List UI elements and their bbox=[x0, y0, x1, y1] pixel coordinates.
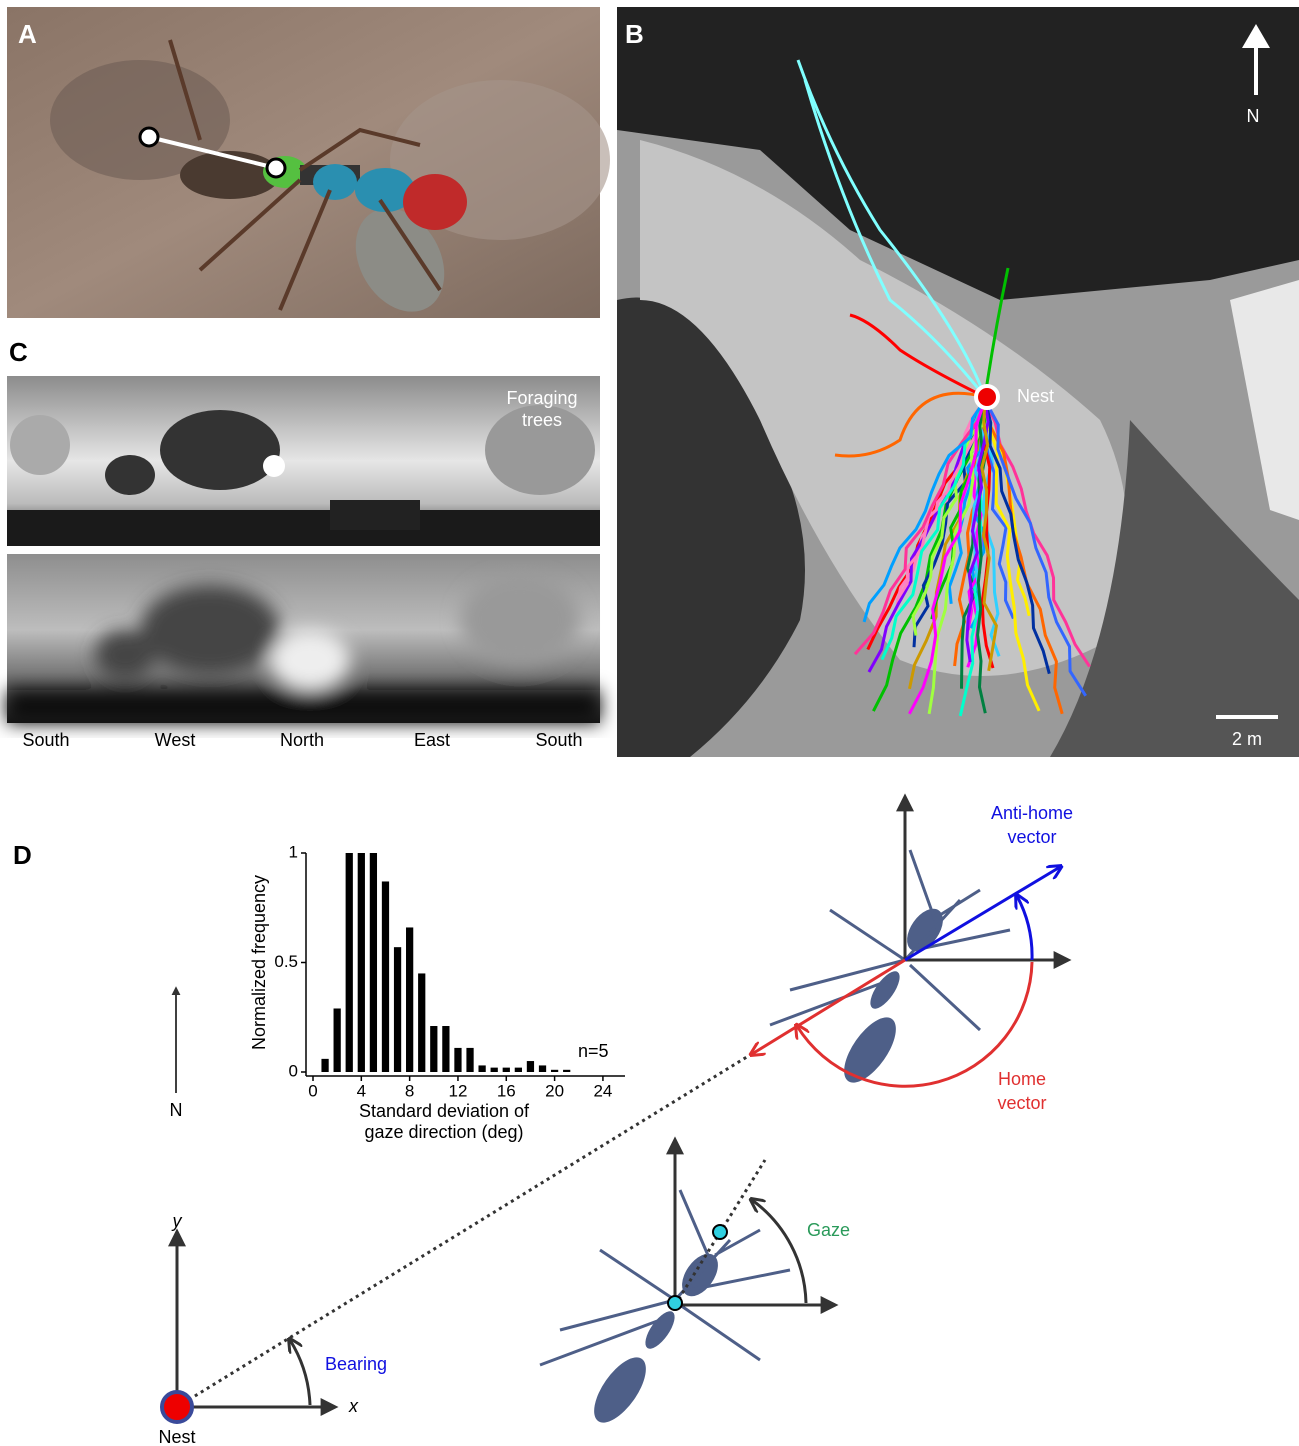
trajectory bbox=[983, 399, 1051, 675]
bar bbox=[538, 1065, 547, 1072]
x-axis-label: x bbox=[348, 1396, 359, 1416]
bar bbox=[550, 1069, 559, 1072]
bar bbox=[514, 1067, 522, 1072]
trajectory bbox=[927, 399, 987, 715]
direction-label: South bbox=[22, 730, 69, 750]
y-tick-label: 1 bbox=[289, 842, 298, 861]
x-tick-label: 12 bbox=[448, 1081, 467, 1100]
direction-label: North bbox=[280, 730, 324, 750]
gaze-label: Gaze bbox=[807, 1220, 850, 1240]
trajectory bbox=[980, 399, 998, 672]
annotation: n=5 bbox=[578, 1041, 609, 1061]
x-tick-label: 0 bbox=[308, 1081, 317, 1100]
bar bbox=[333, 1008, 341, 1072]
y-tick-label: 0 bbox=[289, 1061, 298, 1080]
x-axis-label: gaze direction (deg) bbox=[364, 1122, 523, 1142]
bar bbox=[381, 881, 390, 1072]
histogram: 0 0.5 1 0 4 8 12 16 20 24 Standard deviation ofgaz… bbox=[249, 842, 625, 1142]
annotation: trees bbox=[522, 410, 562, 430]
diagram bbox=[160, 793, 1072, 1424]
direction-label: West bbox=[155, 730, 196, 750]
x-tick-label: 20 bbox=[545, 1081, 564, 1100]
photo-ant bbox=[7, 7, 610, 318]
bar bbox=[442, 1026, 450, 1072]
trajectory bbox=[849, 313, 986, 399]
trajectory bbox=[965, 399, 990, 663]
bar bbox=[321, 1058, 329, 1072]
home-label: Home bbox=[998, 1069, 1046, 1089]
trajectory bbox=[853, 399, 987, 656]
panel-label: A bbox=[18, 19, 37, 49]
bar bbox=[502, 1067, 510, 1072]
bar bbox=[466, 1047, 474, 1072]
x-tick-label: 24 bbox=[593, 1081, 612, 1100]
bar bbox=[454, 1047, 462, 1072]
x-tick-label: 4 bbox=[357, 1081, 366, 1100]
north-label: N bbox=[1247, 106, 1260, 126]
panel-label: C bbox=[9, 337, 28, 367]
panorama bbox=[7, 376, 600, 546]
panel-label: B bbox=[625, 19, 644, 49]
nest-label: Nest bbox=[158, 1427, 195, 1446]
nest-label: Nest bbox=[1017, 386, 1054, 406]
anti-home-label: Anti-home bbox=[991, 803, 1073, 823]
bearing-label: Bearing bbox=[325, 1354, 387, 1374]
bar bbox=[369, 853, 378, 1072]
x-tick-label: 16 bbox=[497, 1081, 516, 1100]
x-tick-label: 8 bbox=[405, 1081, 414, 1100]
trajectory bbox=[983, 399, 1087, 697]
trajectory bbox=[796, 59, 987, 398]
bar bbox=[345, 853, 353, 1072]
trajectory bbox=[908, 399, 987, 715]
direction-label: South bbox=[535, 730, 582, 750]
direction-label: East bbox=[414, 730, 450, 750]
anti-home-label: vector bbox=[1007, 827, 1056, 847]
y-axis-label: Normalized frequency bbox=[249, 875, 269, 1050]
bar bbox=[478, 1065, 486, 1072]
trajectory bbox=[862, 399, 987, 623]
north-label: N bbox=[170, 1100, 183, 1120]
bar bbox=[406, 927, 414, 1072]
trajectory bbox=[803, 79, 987, 398]
trajectory bbox=[971, 399, 987, 612]
trajectory bbox=[983, 399, 1064, 715]
trajectory bbox=[895, 399, 987, 605]
trajectory bbox=[834, 391, 986, 458]
home-label: vector bbox=[997, 1093, 1046, 1113]
panel-label: D bbox=[13, 840, 32, 870]
bar bbox=[490, 1067, 498, 1072]
panorama-blurred bbox=[7, 554, 600, 723]
bar bbox=[357, 853, 365, 1072]
photo-aerial bbox=[617, 7, 1299, 757]
bar bbox=[430, 1026, 438, 1072]
x-axis-label: Standard deviation of bbox=[359, 1101, 530, 1121]
scale-label: 2 m bbox=[1232, 729, 1262, 749]
bar bbox=[393, 947, 402, 1072]
bar bbox=[563, 1069, 571, 1072]
y-axis-label: y bbox=[171, 1211, 183, 1231]
trajectory bbox=[983, 267, 1010, 398]
bar bbox=[418, 973, 426, 1072]
bar bbox=[526, 1061, 535, 1072]
y-tick-label: 0.5 bbox=[274, 952, 298, 971]
annotation: Foraging bbox=[506, 388, 577, 408]
